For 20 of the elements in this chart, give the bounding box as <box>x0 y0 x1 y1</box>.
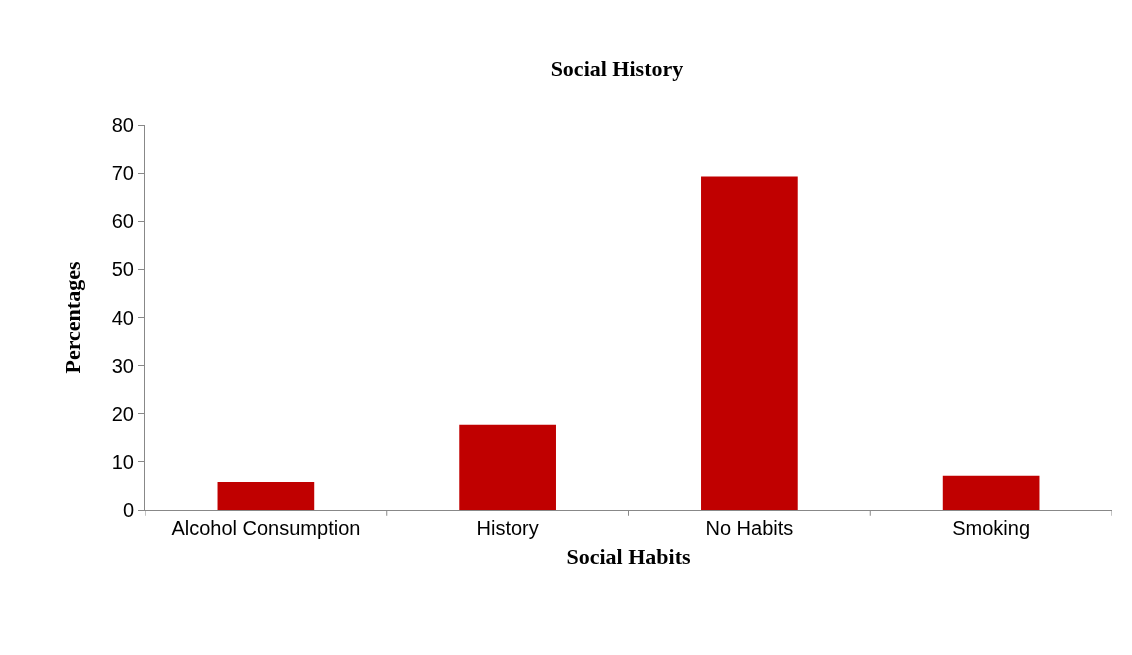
bar <box>942 475 1040 510</box>
y-tick-label: 50 <box>111 258 134 281</box>
x-tick-label: Smoking <box>952 517 1031 539</box>
y-tick-label: 30 <box>111 354 134 377</box>
x-tick-label: History <box>476 517 539 539</box>
y-tick-label: 40 <box>111 306 134 329</box>
y-tick-label: 10 <box>111 450 134 473</box>
y-tick-label: 0 <box>122 499 134 521</box>
y-tick-label: 60 <box>111 210 134 233</box>
x-axis-title: Social Habits <box>566 543 691 569</box>
bar <box>459 424 556 510</box>
bar <box>701 176 798 510</box>
x-tick-label: No Habits <box>705 517 794 539</box>
y-axis-title: Percentages <box>59 261 85 374</box>
y-tick-label: 20 <box>111 402 134 425</box>
bar <box>217 482 315 510</box>
chart-title: Social History <box>550 56 684 82</box>
x-tick-label: Alcohol Consumption <box>171 517 361 539</box>
y-tick-label: 80 <box>111 114 134 136</box>
y-tick-label: 70 <box>111 162 134 185</box>
